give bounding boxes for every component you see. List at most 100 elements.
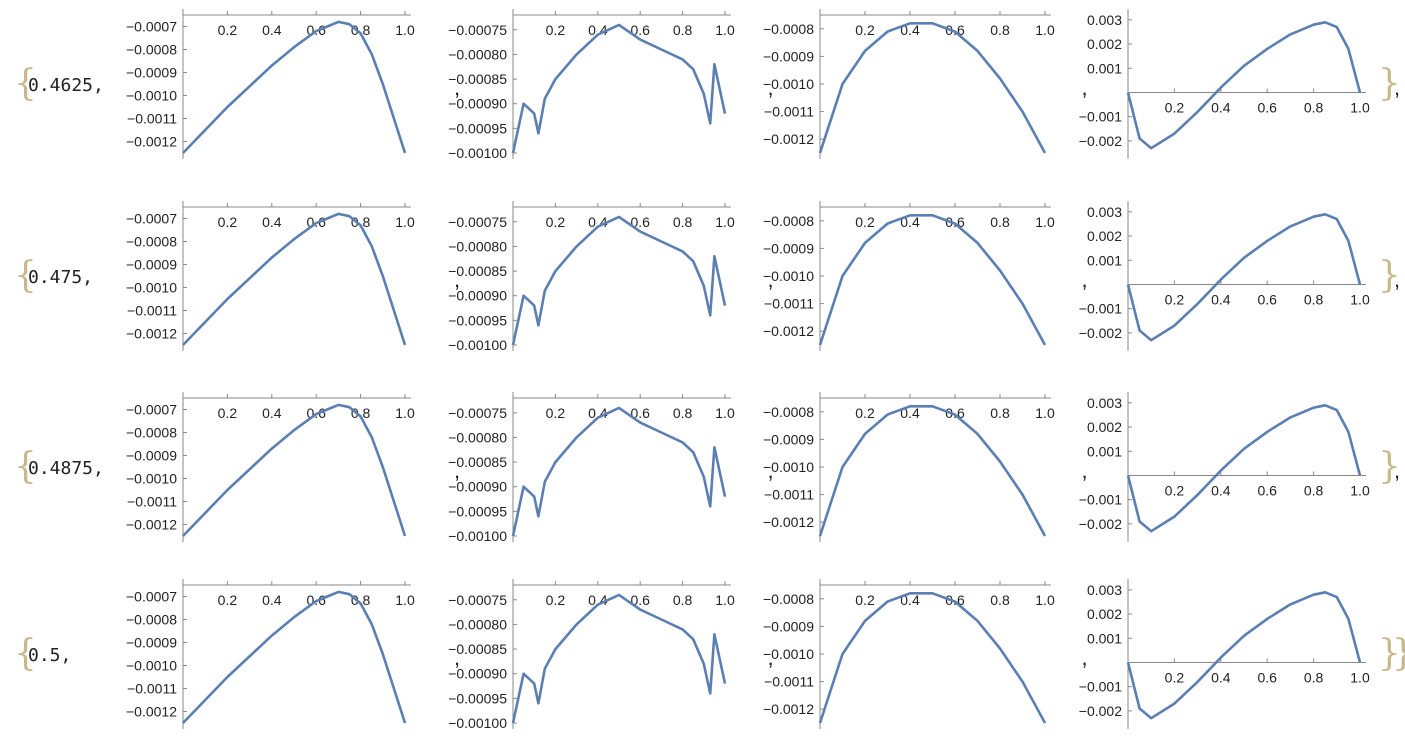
y-tick-label: −0.0010 <box>126 471 177 487</box>
y-tick-label: −0.0011 <box>764 296 814 312</box>
close-brace: } <box>1378 446 1401 487</box>
series-line-0 <box>818 404 1047 537</box>
y-tick-label: 0.002 <box>1087 606 1122 622</box>
x-tick-label: 1.0 <box>395 592 415 608</box>
x-tick-label: 0.4 <box>588 22 608 38</box>
comma: , <box>1081 458 1087 483</box>
close-brace: } <box>1378 633 1401 674</box>
x-tick-label: 0.2 <box>218 405 238 421</box>
plot-r1-c1: 0.2 0.4 0.6 0.8 1.0 −0.00075 −0.00080 −0.00085 −… <box>448 201 735 353</box>
y-tick-label: −0.0007 <box>126 19 177 35</box>
y-tick-label: 0.001 <box>1087 252 1122 268</box>
y-tick-label: −0.0008 <box>126 425 177 441</box>
close-brace: } <box>1378 63 1401 104</box>
x-tick-label: 0.6 <box>630 214 650 230</box>
x-tick-label: 0.8 <box>673 405 693 421</box>
y-tick-label: −0.0009 <box>126 65 177 81</box>
x-tick-label: 1.0 <box>1035 405 1055 421</box>
x-tick-label: 0.8 <box>990 214 1010 230</box>
x-tick-label: 0.6 <box>945 405 965 421</box>
comma: , <box>767 267 773 292</box>
x-tick-label: 0.2 <box>1165 99 1185 115</box>
x-tick-label: 0.4 <box>262 214 282 230</box>
y-tick-label: −0.0008 <box>763 213 814 229</box>
y-tick-label: −0.00075 <box>448 592 507 608</box>
y-tick-label: 0.001 <box>1087 630 1122 646</box>
y-tick-label: −0.0011 <box>127 494 177 510</box>
series-line-0 <box>182 590 407 724</box>
series-line-0 <box>818 21 1047 154</box>
y-tick-label: −0.00095 <box>448 120 507 136</box>
open-brace: { <box>14 446 37 487</box>
y-tick-label: −0.00095 <box>448 312 507 328</box>
x-tick-label: 1.0 <box>1350 291 1370 307</box>
y-tick-label: −0.0011 <box>764 104 814 120</box>
y-tick-label: 0.003 <box>1087 12 1122 28</box>
y-tick-label: −0.00090 <box>448 479 507 495</box>
x-tick-label: 0.8 <box>990 592 1010 608</box>
x-tick-label: 1.0 <box>395 22 415 38</box>
x-tick-label: 0.8 <box>351 405 371 421</box>
y-tick-label: −0.0007 <box>126 211 177 227</box>
x-tick-label: 0.8 <box>1304 99 1324 115</box>
y-tick-label: 0.002 <box>1087 36 1122 52</box>
comma: , <box>767 645 773 670</box>
x-tick-label: 0.2 <box>1165 482 1185 498</box>
series-line-0 <box>1126 213 1362 342</box>
y-tick-label: −0.0009 <box>126 635 177 651</box>
y-tick-label: −0.00090 <box>448 96 507 112</box>
row-comma: , <box>1394 75 1400 100</box>
y-tick-label: −0.00075 <box>448 405 507 421</box>
y-tick-label: −0.0012 <box>763 514 814 530</box>
y-tick-label: −0.0008 <box>763 591 814 607</box>
y-tick-label: −0.0008 <box>763 404 814 420</box>
y-tick-label: −0.0009 <box>763 48 814 64</box>
y-tick-label: −0.00095 <box>448 503 507 519</box>
x-tick-label: 1.0 <box>1035 214 1055 230</box>
y-tick-label: −0.00085 <box>448 641 507 657</box>
x-tick-label: 1.0 <box>1350 669 1370 685</box>
y-tick-label: −0.0012 <box>126 326 177 342</box>
y-tick-label: −0.001 <box>1079 492 1122 508</box>
y-tick-label: 0.001 <box>1087 60 1122 76</box>
x-tick-label: 0.6 <box>630 22 650 38</box>
y-tick-label: −0.00085 <box>448 263 507 279</box>
y-tick-label: −0.0011 <box>127 681 177 697</box>
x-tick-label: 0.4 <box>588 405 608 421</box>
x-tick-label: 0.6 <box>1257 291 1277 307</box>
y-tick-label: −0.0008 <box>126 42 177 58</box>
y-tick-label: −0.0010 <box>126 280 177 296</box>
y-tick-label: −0.00080 <box>448 616 507 632</box>
series-line-0 <box>1126 590 1362 720</box>
plot-r0-c3: 0.2 0.4 0.6 0.8 1.0 0.003 0.002 0.001 −0.001 −0.0… <box>1079 9 1370 159</box>
y-tick-label: −0.00075 <box>448 214 507 230</box>
x-tick-label: 1.0 <box>715 592 735 608</box>
y-tick-label: −0.0007 <box>126 402 177 418</box>
y-tick-label: −0.0008 <box>763 21 814 37</box>
open-brace: { <box>14 63 37 104</box>
x-tick-label: 1.0 <box>715 214 735 230</box>
y-tick-label: −0.0008 <box>126 234 177 250</box>
y-tick-label: −0.0009 <box>763 240 814 256</box>
x-tick-label: 0.4 <box>1211 99 1231 115</box>
x-tick-label: 0.2 <box>855 592 875 608</box>
x-tick-label: 0.4 <box>262 22 282 38</box>
y-tick-label: −0.0010 <box>763 459 814 475</box>
series-line-0 <box>182 403 407 537</box>
x-tick-label: 0.4 <box>1211 669 1231 685</box>
x-tick-label: 0.2 <box>546 214 566 230</box>
x-tick-label: 0.6 <box>945 22 965 38</box>
y-tick-label: −0.00080 <box>448 238 507 254</box>
x-tick-label: 0.8 <box>1304 669 1324 685</box>
y-tick-label: −0.0011 <box>764 674 814 690</box>
x-tick-label: 0.2 <box>546 592 566 608</box>
row-1: 0.2 0.4 0.6 0.8 1.0 −0.0007 −0.0008 −0.0009 −0.0… <box>126 201 1370 353</box>
param-label: 0.4625, <box>28 75 104 96</box>
x-tick-label: 0.2 <box>218 214 238 230</box>
x-tick-label: 1.0 <box>1035 592 1055 608</box>
plot-r1-c2: 0.2 0.4 0.6 0.8 1.0−0.0008−0.0009−0.0010−0.0… <box>763 201 1055 351</box>
y-tick-label: −0.0009 <box>126 257 177 273</box>
comma: , <box>767 458 773 483</box>
y-tick-label: −0.0008 <box>126 612 177 628</box>
param-label: 0.475, <box>28 267 93 288</box>
